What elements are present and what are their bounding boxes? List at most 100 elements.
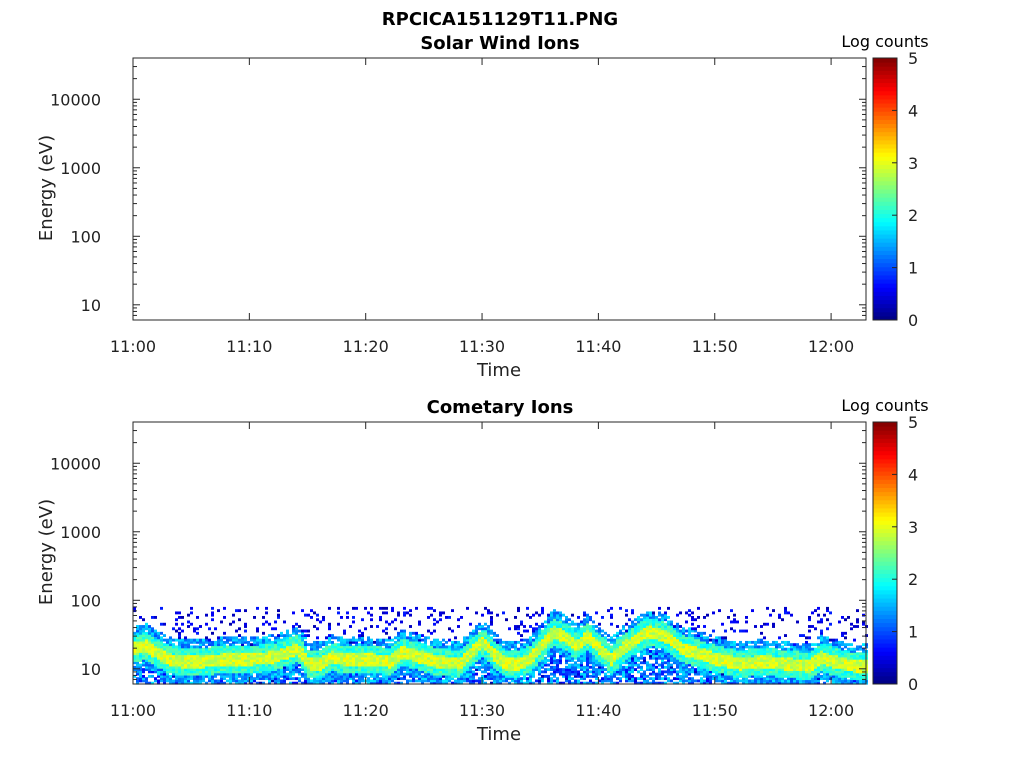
heatmap-cell — [481, 670, 484, 674]
heatmap-cell — [625, 647, 628, 651]
heatmap-cell — [514, 640, 517, 644]
heatmap-cell — [631, 622, 634, 626]
heatmap-cell — [589, 643, 592, 647]
heatmap-cell — [172, 659, 175, 662]
heatmap-cell — [295, 640, 298, 644]
heatmap-cell — [430, 631, 433, 635]
heatmap-cell — [721, 674, 724, 678]
heatmap-cell — [199, 679, 202, 683]
heatmap-cell — [202, 652, 205, 656]
heatmap-cell — [673, 677, 676, 681]
heatmap-cell — [478, 650, 481, 653]
heatmap-cell — [529, 652, 532, 656]
heatmap-cell — [211, 677, 214, 681]
heatmap-cell — [580, 661, 583, 665]
heatmap-cell — [565, 668, 568, 671]
heatmap-cell — [718, 663, 721, 667]
heatmap-cell — [250, 672, 253, 676]
x-tick-label: 12:00 — [808, 337, 854, 356]
heatmap-cell — [304, 656, 307, 660]
heatmap-cell — [652, 681, 655, 685]
heatmap-cell — [331, 659, 334, 662]
heatmap-cell — [610, 668, 613, 671]
heatmap-cell — [277, 634, 280, 637]
heatmap-cell — [736, 620, 739, 624]
heatmap-cell — [229, 677, 232, 681]
heatmap-cell — [400, 663, 403, 667]
heatmap-cell — [223, 674, 226, 678]
heatmap-cell — [199, 638, 202, 642]
heatmap-cell — [775, 665, 778, 669]
heatmap-cell — [760, 672, 763, 676]
heatmap-cell — [262, 643, 265, 647]
heatmap-cell — [571, 668, 574, 671]
heatmap-cell — [514, 661, 517, 665]
heatmap-cell — [571, 665, 574, 669]
heatmap-cell — [454, 654, 457, 658]
heatmap-cell — [508, 650, 511, 653]
heatmap-cell — [235, 640, 238, 644]
heatmap-cell — [748, 679, 751, 683]
heatmap-cell — [427, 652, 430, 656]
heatmap-cell — [700, 650, 703, 653]
heatmap-cell — [562, 620, 565, 624]
heatmap-cell — [229, 679, 232, 683]
heatmap-cell — [472, 677, 475, 681]
heatmap-cell — [466, 650, 469, 653]
heatmap-cell — [250, 681, 253, 685]
heatmap-cell — [229, 654, 232, 658]
heatmap-cell — [586, 627, 589, 631]
heatmap-cell — [385, 663, 388, 667]
heatmap-cell — [559, 645, 562, 649]
heatmap-cell — [229, 622, 232, 626]
heatmap-cell — [553, 613, 556, 617]
heatmap-cell — [676, 634, 679, 637]
heatmap-cell — [241, 643, 244, 647]
heatmap-cell — [322, 661, 325, 665]
heatmap-cell — [559, 611, 562, 615]
heatmap-cell — [712, 654, 715, 658]
heatmap-cell — [187, 670, 190, 674]
heatmap-cell — [430, 672, 433, 676]
heatmap-cell — [373, 679, 376, 683]
heatmap-cell — [592, 631, 595, 635]
heatmap-cell — [742, 672, 745, 676]
heatmap-cell — [706, 613, 709, 617]
heatmap-cell — [421, 659, 424, 662]
heatmap-cell — [412, 643, 415, 647]
heatmap-cell — [163, 661, 166, 665]
heatmap-cell — [412, 670, 415, 674]
heatmap-cell — [691, 629, 694, 633]
heatmap-cell — [277, 659, 280, 662]
heatmap-cell — [358, 677, 361, 681]
heatmap-cell — [157, 645, 160, 649]
heatmap-cell — [487, 638, 490, 642]
heatmap-cell — [664, 647, 667, 651]
heatmap-cell — [748, 672, 751, 676]
heatmap-cell — [247, 659, 250, 662]
heatmap-cell — [406, 661, 409, 665]
heatmap-cell — [622, 674, 625, 678]
heatmap-cell — [142, 663, 145, 667]
heatmap-cell — [529, 663, 532, 667]
heatmap-cell — [748, 652, 751, 656]
heatmap-cell — [451, 643, 454, 647]
heatmap-cell — [535, 663, 538, 667]
heatmap-cell — [586, 654, 589, 658]
heatmap-cell — [760, 625, 763, 628]
heatmap-cell — [634, 659, 637, 662]
heatmap-cell — [673, 654, 676, 658]
heatmap-cell — [301, 674, 304, 678]
heatmap-cell — [316, 636, 319, 640]
heatmap-cell — [379, 670, 382, 674]
heatmap-cell — [772, 650, 775, 653]
heatmap-cell — [295, 627, 298, 631]
heatmap-cell — [667, 647, 670, 651]
heatmap-cell — [367, 663, 370, 667]
heatmap-cell — [331, 650, 334, 653]
colorbar-segment — [873, 234, 897, 239]
heatmap-cell — [508, 677, 511, 681]
heatmap-cell — [364, 627, 367, 631]
heatmap-cell — [685, 674, 688, 678]
